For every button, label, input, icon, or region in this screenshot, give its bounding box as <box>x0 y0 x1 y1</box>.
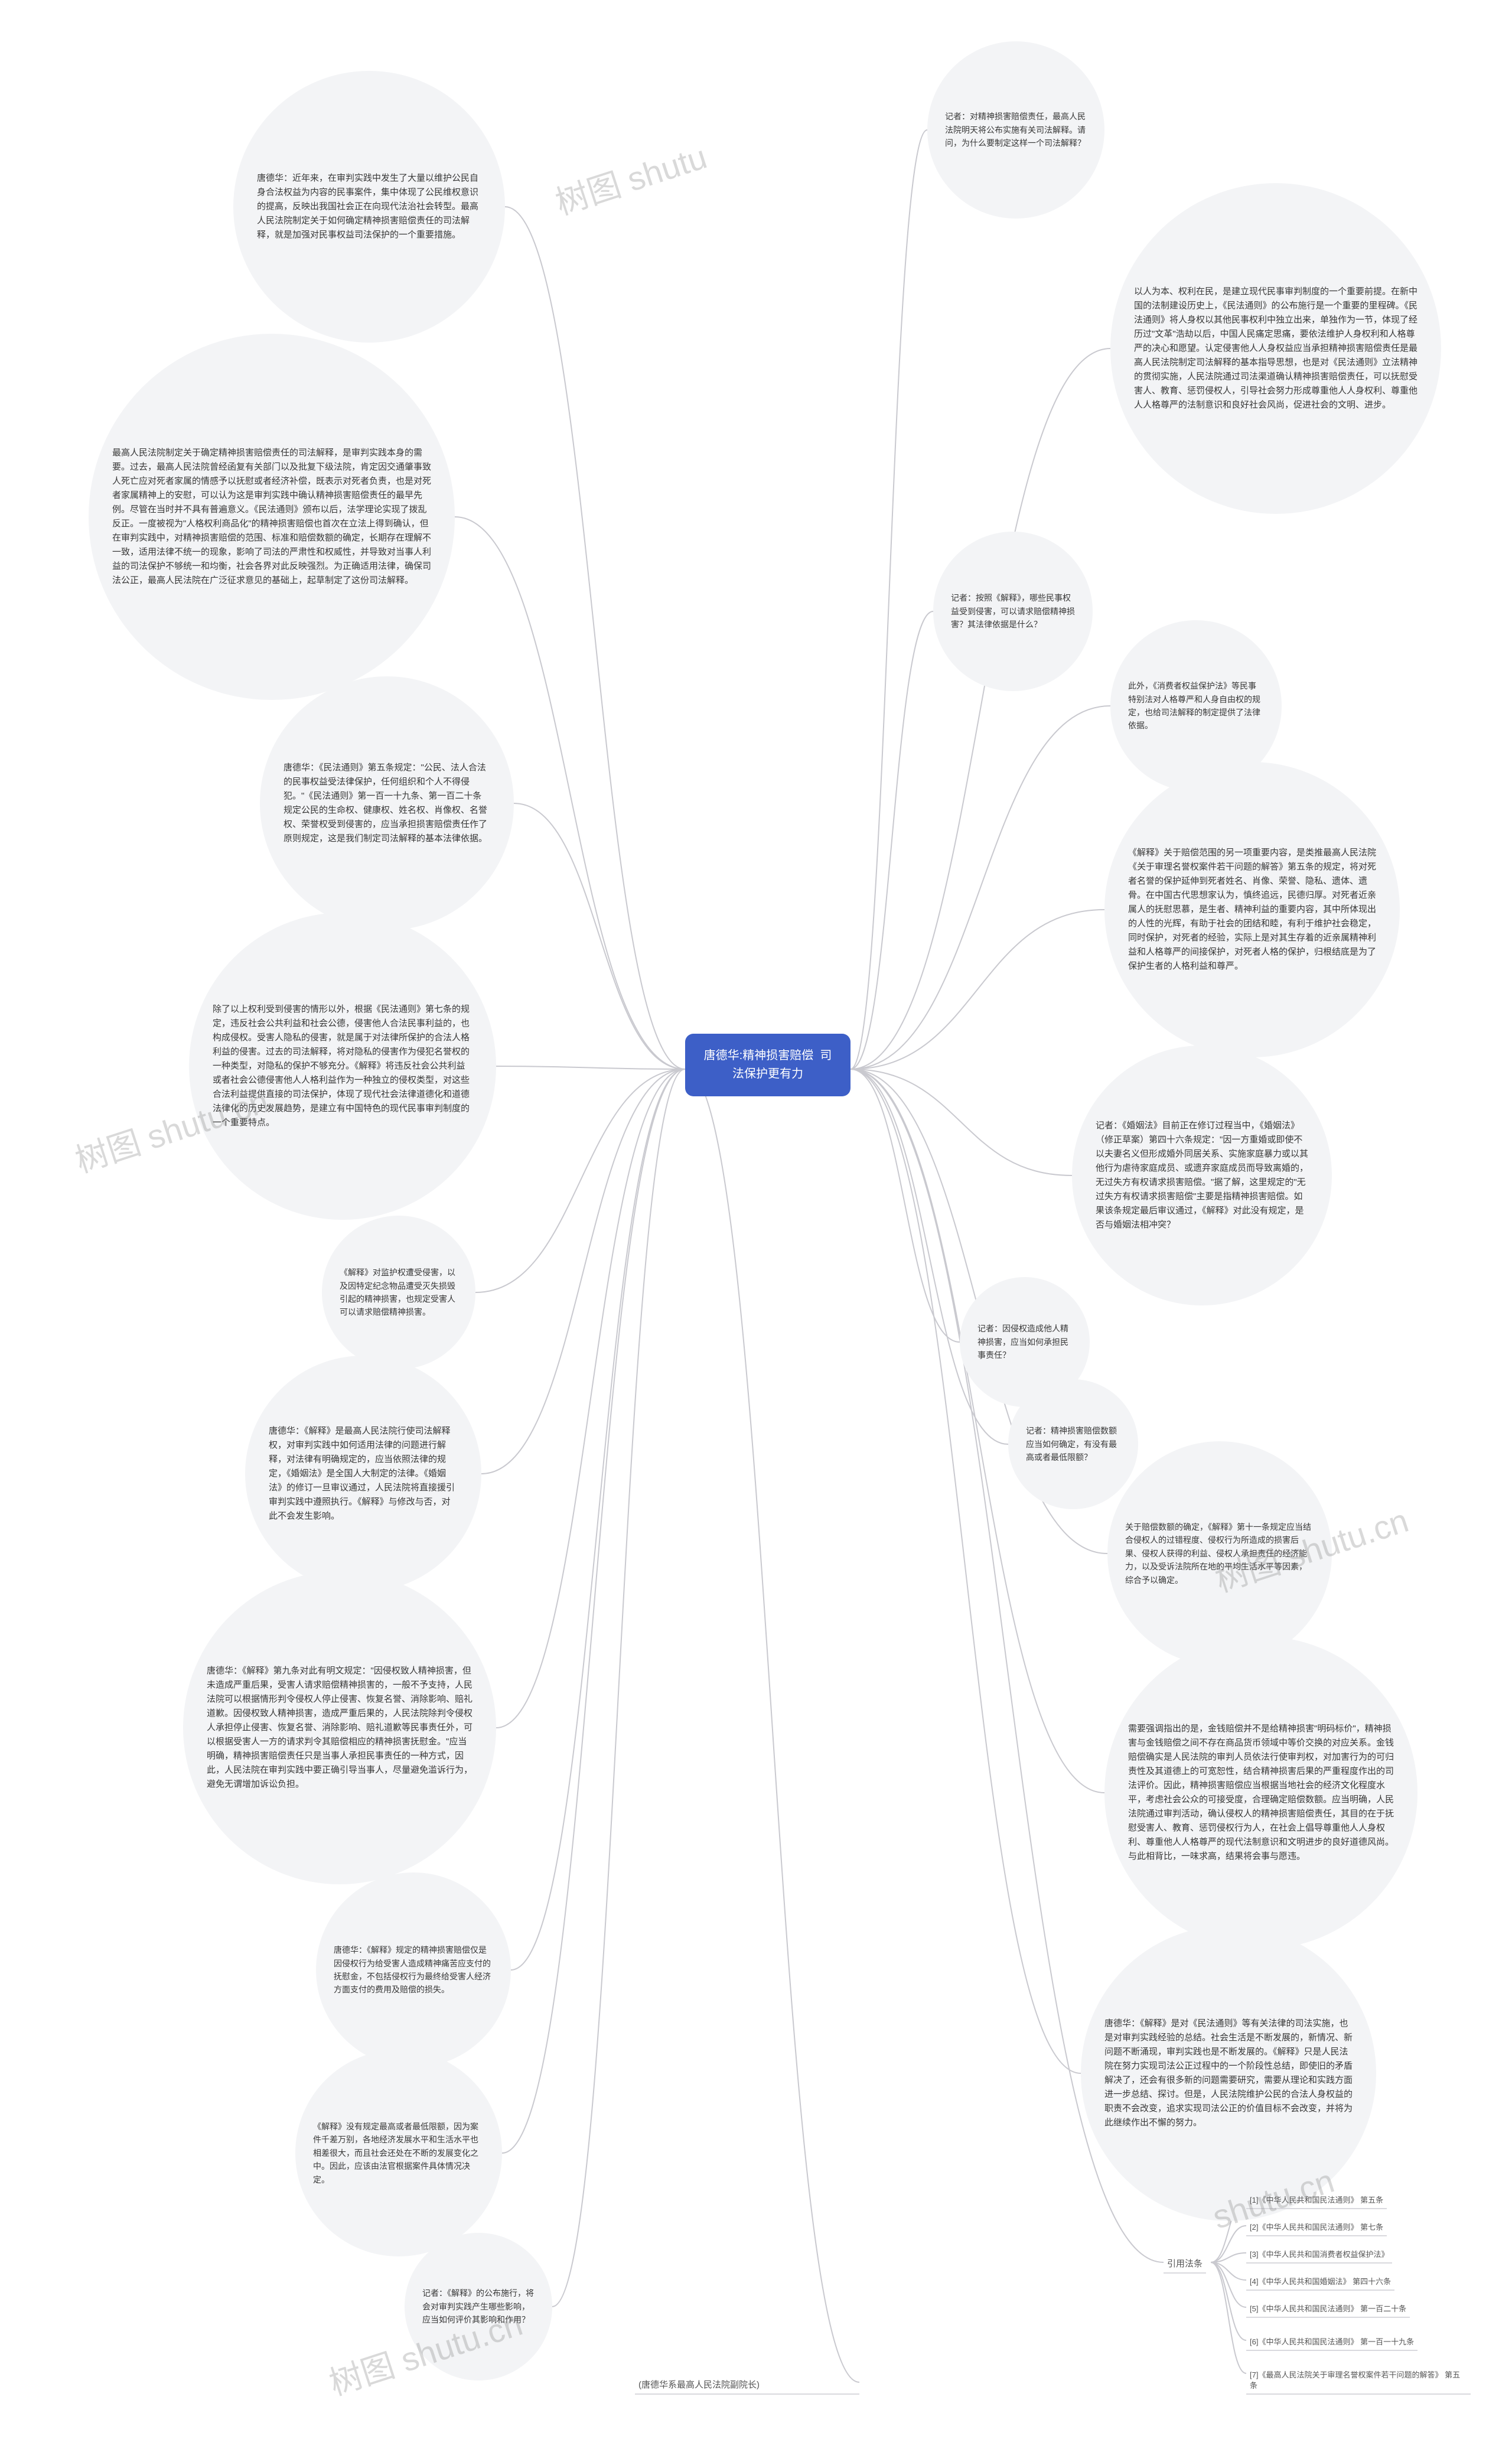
right-bubble-1[interactable]: 记者：对精神损害赔偿责任，最高人民法院明天将公布实施有关司法解释。请问，为什么要… <box>927 41 1104 219</box>
bubble-text: 唐德华：近年来，在审判实践中发生了大量以维护公民自身合法权益为内容的民事案件，集… <box>257 171 481 242</box>
left-bubble-5[interactable]: 《解释》对监护权遭受侵害，以及因特定纪念物品遭受灭失损毁引起的精神损害，也规定受… <box>322 1216 475 1369</box>
bubble-text: 记者：精神损害赔偿数额应当如何确定，有没有最高或者最低限额？ <box>1026 1424 1120 1464</box>
bubble-text: 唐德华：《解释》第九条对此有明文规定："因侵权致人精神损害，但未造成严重后果，受… <box>207 1664 472 1792</box>
right-bubble-9[interactable]: 关于赔偿数额的确定，《解释》第十一条规定应当结合侵权人的过错程度、侵权行为所造成… <box>1107 1441 1332 1666</box>
bubble-text: 唐德华：《民法通则》第五条规定："公民、法人合法的民事权益受法律保护，任何组织和… <box>284 761 490 846</box>
left-bubble-8[interactable]: 唐德华：《解释》规定的精神损害赔偿仅是因侵权行为给受害人造成精神痛苦应支付的抚慰… <box>316 1872 511 2067</box>
bubble-text: 除了以上权利受到侵害的情形以外，根据《民法通则》第七条的规定，违反社会公共利益和… <box>213 1002 472 1130</box>
left-bubble-6[interactable]: 唐德华：《解释》是最高人民法院行使司法解释权，对审判实践中如何适用法律的问题进行… <box>245 1356 481 1592</box>
bubble-text: 需要强调指出的是，金钱赔偿并不是给精神损害"明码标价"，精神损害与金钱赔偿之间不… <box>1128 1722 1394 1864</box>
left-bubble-2[interactable]: 最高人民法院制定关于确定精神损害赔偿责任的司法解释，是审判实践本身的需要。过去，… <box>89 334 455 700</box>
bubble-text: 记者：按照《解释》，哪些民事权益受到侵害，可以请求赔偿精神损害？其法律依据是什么… <box>951 591 1075 631</box>
center-text: 唐德华:精神损害赔偿 司法保护更有力 <box>704 1049 832 1080</box>
citation-1: [1]《中华人民共和国民法通则》 第五条 <box>1246 2193 1387 2209</box>
citation-4: [4]《中华人民共和国婚姻法》 第四十六条 <box>1246 2274 1394 2291</box>
bubble-text: 唐德华：《解释》是对《民法通则》等有关法律的司法实施，也是对审判实践经验的总结。… <box>1104 2017 1353 2130</box>
bubble-text: 《解释》对监护权遭受侵害，以及因特定纪念物品遭受灭失损毁引起的精神损害，也规定受… <box>340 1266 458 1319</box>
right-bubble-11[interactable]: 唐德华：《解释》是对《民法通则》等有关法律的司法实施，也是对审判实践经验的总结。… <box>1081 1926 1376 2221</box>
citations-parent[interactable]: 引用法条 <box>1164 2255 1206 2274</box>
left-bubble-7[interactable]: 唐德华：《解释》第九条对此有明文规定："因侵权致人精神损害，但未造成严重后果，受… <box>183 1571 496 1884</box>
right-bubble-8[interactable]: 记者：精神损害赔偿数额应当如何确定，有没有最高或者最低限额？ <box>1008 1379 1138 1509</box>
right-bubble-5[interactable]: 《解释》关于赔偿范围的另一项重要内容，是类推最高人民法院《关于审理名誉权案件若干… <box>1104 762 1400 1057</box>
bubble-text: 以人为本、权利在民，是建立现代民事审判制度的一个重要前提。在新中国的法制建设历史… <box>1134 285 1418 412</box>
bubble-text: 记者：因侵权造成他人精神损害，应当如何承担民事责任？ <box>977 1322 1072 1362</box>
citation-3: [3]《中华人民共和国消费者权益保护法》 <box>1246 2247 1392 2264</box>
right-bubble-2[interactable]: 以人为本、权利在民，是建立现代民事审判制度的一个重要前提。在新中国的法制建设历史… <box>1110 183 1441 514</box>
bubble-text: 唐德华：《解释》规定的精神损害赔偿仅是因侵权行为给受害人造成精神痛苦应支付的抚慰… <box>334 1943 493 1997</box>
center-node[interactable]: 唐德华:精神损害赔偿 司法保护更有力 <box>685 1034 850 1096</box>
watermark: 树图 shutu <box>549 131 712 224</box>
citation-5: [5]《中华人民共和国民法通则》 第一百二十条 <box>1246 2301 1410 2318</box>
left-bubble-1[interactable]: 唐德华：近年来，在审判实践中发生了大量以维护公民自身合法权益为内容的民事案件，集… <box>233 71 505 343</box>
citation-2: [2]《中华人民共和国民法通则》 第七条 <box>1246 2220 1387 2236</box>
right-bubble-3[interactable]: 记者：按照《解释》，哪些民事权益受到侵害，可以请求赔偿精神损害？其法律依据是什么… <box>933 532 1093 691</box>
left-bubble-3[interactable]: 唐德华：《民法通则》第五条规定："公民、法人合法的民事权益受法律保护，任何组织和… <box>260 676 514 930</box>
right-bubble-10[interactable]: 需要强调指出的是，金钱赔偿并不是给精神损害"明码标价"，精神损害与金钱赔偿之间不… <box>1104 1636 1418 1949</box>
bubble-text: 唐德华：《解释》是最高人民法院行使司法解释权，对审判实践中如何适用法律的问题进行… <box>269 1424 458 1523</box>
right-bubble-6[interactable]: 记者：《婚姻法》目前正在修订过程当中，《婚姻法》（修正草案）第四十六条规定："因… <box>1072 1046 1332 1305</box>
bubble-text: 此外，《消费者权益保护法》等民事特别法对人格尊严和人身自由权的规定，也给司法解释… <box>1128 679 1264 732</box>
bubble-text: 最高人民法院制定关于确定精神损害赔偿责任的司法解释，是审判实践本身的需要。过去，… <box>112 446 431 588</box>
bubble-text: 关于赔偿数额的确定，《解释》第十一条规定应当结合侵权人的过错程度、侵权行为所造成… <box>1125 1520 1314 1587</box>
left-bubble-10[interactable]: 记者：《解释》的公布施行，将会对审判实践产生哪些影响，应当如何评价其影响和作用？ <box>405 2233 552 2380</box>
citation-6: [6]《中华人民共和国民法通则》 第一百一十九条 <box>1246 2334 1418 2351</box>
bubble-text: 记者：对精神损害赔偿责任，最高人民法院明天将公布实施有关司法解释。请问，为什么要… <box>945 110 1087 149</box>
plain-leaf: (唐德华系最高人民法院副院长) <box>635 2376 859 2395</box>
bubble-text: 《解释》没有规定最高或者最低限额，因为案件千差万别，各地经济发展水平和生活水平也… <box>313 2120 484 2186</box>
bubble-text: 记者：《解释》的公布施行，将会对审判实践产生哪些影响，应当如何评价其影响和作用？ <box>422 2287 535 2326</box>
bubble-text: 《解释》关于赔偿范围的另一项重要内容，是类推最高人民法院《关于审理名誉权案件若干… <box>1128 846 1376 973</box>
bubble-text: 记者：《婚姻法》目前正在修订过程当中，《婚姻法》（修正草案）第四十六条规定："因… <box>1096 1119 1308 1232</box>
left-bubble-9[interactable]: 《解释》没有规定最高或者最低限额，因为案件千差万别，各地经济发展水平和生活水平也… <box>295 2050 502 2256</box>
left-bubble-4[interactable]: 除了以上权利受到侵害的情形以外，根据《民法通则》第七条的规定，违反社会公共利益和… <box>189 913 496 1220</box>
citation-7: [7]《最高人民法院关于审理名誉权案件若干问题的解答》 第五条 <box>1246 2367 1471 2395</box>
